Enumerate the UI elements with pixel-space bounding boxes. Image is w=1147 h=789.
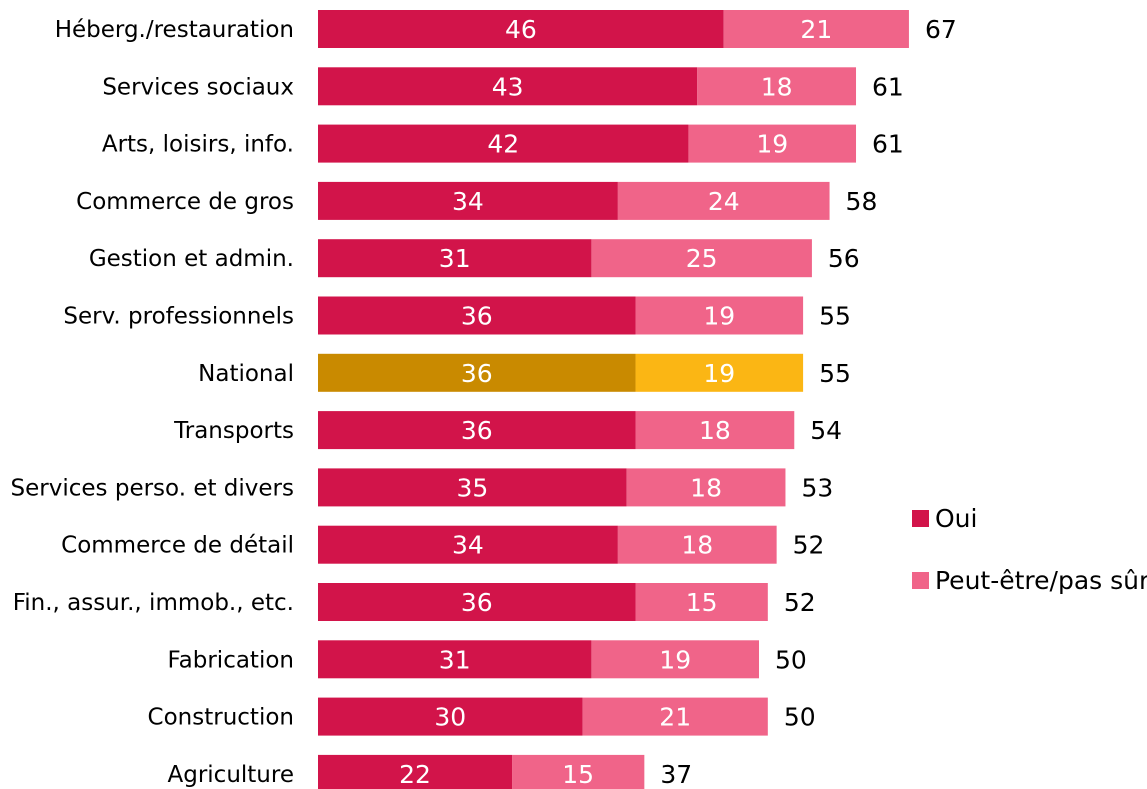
bar-oui (318, 583, 636, 621)
data-label-oui: 34 (452, 187, 484, 216)
legend-label-oui: Oui (935, 503, 978, 533)
category-label: Fin., assur., immob., etc. (13, 590, 294, 616)
data-label-oui: 30 (434, 703, 466, 732)
category-label: Arts, loisirs, info. (102, 132, 294, 158)
bar-oui (318, 239, 592, 278)
bar-peut-etre (617, 525, 777, 564)
total-label: 67 (925, 15, 957, 44)
data-label-peut-etre: 18 (699, 416, 731, 445)
bar-peut-etre (512, 754, 645, 789)
data-label-peut-etre: 25 (686, 244, 718, 273)
category-label: Commerce de gros (76, 189, 294, 215)
data-label-peut-etre: 21 (800, 15, 832, 44)
data-label-peut-etre: 19 (659, 645, 691, 674)
data-label-peut-etre: 19 (703, 302, 735, 331)
total-label: 56 (828, 244, 860, 273)
data-label-peut-etre: 21 (659, 703, 691, 732)
data-label-peut-etre: 19 (756, 130, 788, 159)
bar-oui (318, 296, 636, 335)
bar-peut-etre (723, 10, 909, 48)
bar-peut-etre (688, 124, 857, 163)
total-label: 54 (810, 416, 842, 445)
data-label-oui: 22 (399, 760, 431, 789)
data-label-peut-etre: 19 (703, 359, 735, 388)
total-label: 61 (872, 130, 904, 159)
data-label-oui: 46 (505, 15, 537, 44)
bar-peut-etre (582, 697, 768, 736)
data-label-peut-etre: 18 (690, 473, 722, 502)
bar-oui (318, 697, 583, 736)
bar-peut-etre (697, 67, 857, 106)
bar-oui (318, 640, 592, 679)
bar-oui (318, 124, 689, 163)
bar-peut-etre (617, 181, 830, 220)
bar-oui (318, 525, 618, 564)
legend-swatch-peut-etre (912, 571, 929, 589)
data-label-oui: 36 (461, 359, 493, 388)
category-label: Gestion et admin. (89, 246, 294, 272)
total-label: 53 (801, 473, 833, 502)
legend-item-oui: Oui (912, 500, 1147, 536)
total-label: 55 (819, 359, 851, 388)
total-label: 50 (784, 703, 816, 732)
category-label: Services perso. et divers (11, 475, 294, 501)
data-label-oui: 42 (487, 130, 519, 159)
category-label: Agriculture (168, 762, 295, 788)
bar-peut-etre (635, 411, 795, 450)
bar-peut-etre (591, 640, 759, 679)
data-label-peut-etre: 18 (681, 531, 713, 560)
bar-oui (318, 754, 513, 789)
total-label: 52 (784, 588, 816, 617)
data-label-oui: 43 (492, 72, 524, 101)
data-label-peut-etre: 18 (761, 72, 793, 101)
legend-item-peut-etre: Peut-être/pas sûr (912, 562, 1147, 598)
total-label: 55 (819, 302, 851, 331)
bar-peut-etre (626, 468, 786, 507)
category-label: Fabrication (168, 647, 294, 673)
data-label-oui: 36 (461, 416, 493, 445)
category-label: Construction (148, 705, 294, 731)
legend: Oui Peut-être/pas sûr (912, 500, 1147, 624)
total-label: 50 (775, 645, 807, 674)
data-label-peut-etre: 15 (562, 760, 594, 789)
total-label: 58 (846, 187, 878, 216)
category-label: Commerce de détail (61, 533, 294, 559)
bar-oui (318, 10, 724, 48)
data-label-oui: 36 (461, 302, 493, 331)
data-label-oui: 34 (452, 531, 484, 560)
category-label: National (198, 361, 294, 387)
legend-swatch-oui (912, 509, 929, 527)
category-label: Héberg./restauration (55, 17, 294, 43)
total-label: 37 (660, 760, 692, 789)
data-label-peut-etre: 15 (686, 588, 718, 617)
bar-oui (318, 468, 627, 507)
bar-peut-etre (591, 239, 812, 278)
bar-oui (318, 67, 698, 106)
data-label-peut-etre: 24 (708, 187, 740, 216)
category-label: Transports (173, 418, 294, 444)
total-label: 52 (793, 531, 825, 560)
data-label-oui: 31 (439, 244, 471, 273)
legend-label-peut-etre: Peut-être/pas sûr (935, 565, 1147, 595)
category-label: Services sociaux (102, 74, 294, 100)
data-label-oui: 35 (456, 473, 488, 502)
bar-oui (318, 353, 636, 392)
bar-peut-etre (635, 353, 804, 392)
bar-oui (318, 411, 636, 450)
category-label: Serv. professionnels (63, 304, 294, 330)
bar-peut-etre (635, 296, 804, 335)
bar-oui (318, 181, 618, 220)
data-label-oui: 31 (439, 645, 471, 674)
total-label: 61 (872, 72, 904, 101)
bar-peut-etre (635, 583, 768, 621)
data-label-oui: 36 (461, 588, 493, 617)
